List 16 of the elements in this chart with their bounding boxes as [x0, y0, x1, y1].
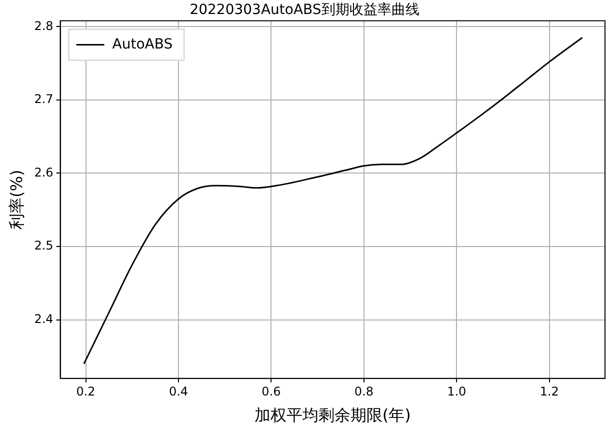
y-tick-label: 2.8: [34, 18, 54, 33]
x-tick-label: 1.2: [540, 384, 559, 399]
y-tick-label: 2.5: [34, 238, 54, 253]
x-tick-label: 0.4: [168, 384, 188, 399]
x-axis-title: 加权平均剩余期限(年): [254, 406, 411, 425]
x-tick-label: 0.6: [262, 384, 281, 399]
x-tick-label: 1.0: [447, 384, 466, 399]
y-tick-label: 2.6: [34, 165, 54, 180]
chart-title: 20220303AutoABS到期收益率曲线: [190, 2, 420, 18]
legend-label: AutoABS: [112, 36, 173, 52]
x-tick-label: 0.8: [354, 384, 374, 399]
y-tick-label: 2.4: [34, 312, 54, 326]
y-axis-title: 利率(%): [6, 170, 26, 230]
x-tick-label: 0.2: [76, 384, 96, 399]
y-tick-label: 2.7: [34, 92, 54, 106]
line-series: [83, 36, 584, 364]
